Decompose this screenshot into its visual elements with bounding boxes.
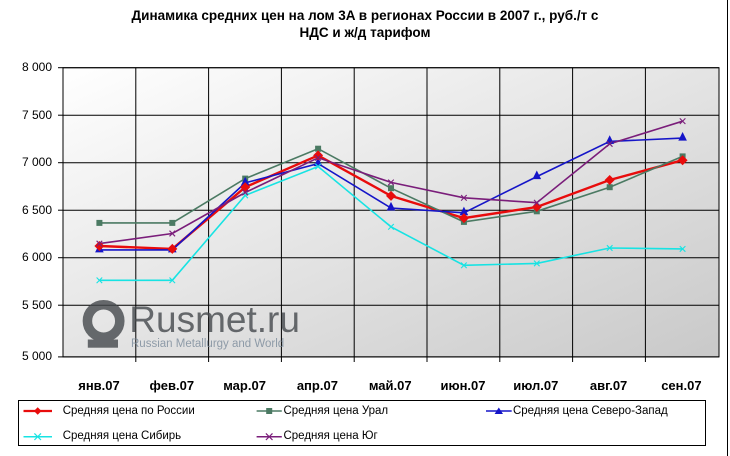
svg-text:Rusmet.ru: Rusmet.ru	[129, 299, 300, 340]
svg-text:Russian Metallurgy and World: Russian Metallurgy and World	[131, 338, 284, 350]
